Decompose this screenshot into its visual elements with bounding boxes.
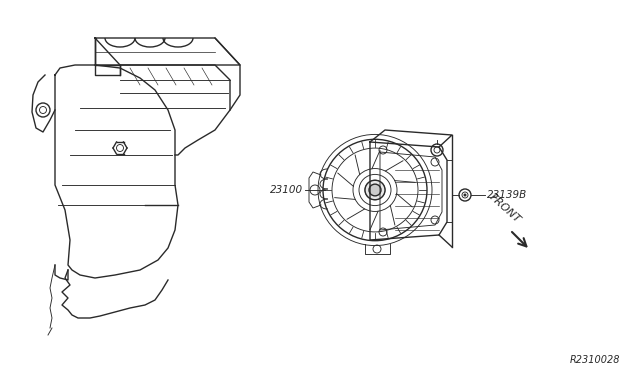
Text: R2310028: R2310028 bbox=[570, 355, 620, 365]
Text: FRONT: FRONT bbox=[488, 192, 522, 225]
Text: 23100: 23100 bbox=[270, 185, 303, 195]
Ellipse shape bbox=[365, 180, 385, 200]
Text: 23139B: 23139B bbox=[487, 190, 527, 200]
Ellipse shape bbox=[369, 184, 381, 196]
Circle shape bbox=[463, 193, 467, 196]
